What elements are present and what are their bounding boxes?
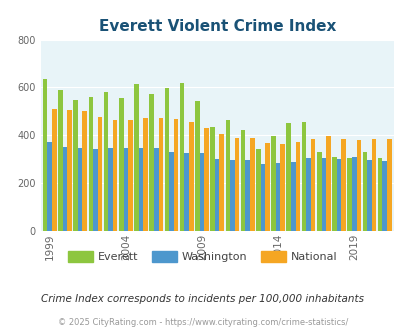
Title: Everett Violent Crime Index: Everett Violent Crime Index xyxy=(98,19,335,34)
Bar xyxy=(386,139,390,231)
Bar xyxy=(356,140,360,231)
Bar xyxy=(119,98,123,231)
Bar xyxy=(225,120,230,231)
Bar xyxy=(336,158,341,231)
Bar xyxy=(295,142,299,231)
Bar xyxy=(179,83,184,231)
Bar xyxy=(331,157,336,231)
Bar xyxy=(93,149,98,231)
Bar xyxy=(199,152,204,231)
Bar xyxy=(362,152,366,231)
Bar xyxy=(67,110,72,231)
Bar xyxy=(341,139,345,231)
Bar xyxy=(382,161,386,231)
Bar xyxy=(82,112,87,231)
Bar xyxy=(310,139,315,231)
Bar xyxy=(134,84,139,231)
Bar xyxy=(366,160,371,231)
Bar xyxy=(347,158,351,231)
Bar xyxy=(321,158,325,231)
Bar xyxy=(275,163,280,231)
Bar xyxy=(219,134,224,231)
Bar xyxy=(240,130,245,231)
Bar xyxy=(43,79,47,231)
Bar xyxy=(113,119,117,231)
Bar xyxy=(184,152,189,231)
Bar xyxy=(123,148,128,231)
Bar xyxy=(301,122,305,231)
Bar xyxy=(280,145,284,231)
Bar xyxy=(139,148,143,231)
Bar xyxy=(173,119,178,231)
Bar xyxy=(158,117,163,231)
Bar xyxy=(47,143,52,231)
Bar xyxy=(143,117,147,231)
Bar xyxy=(316,152,321,231)
Bar xyxy=(153,148,158,231)
Bar xyxy=(62,147,67,231)
Bar xyxy=(149,94,153,231)
Text: © 2025 CityRating.com - https://www.cityrating.com/crime-statistics/: © 2025 CityRating.com - https://www.city… xyxy=(58,318,347,327)
Bar xyxy=(286,123,290,231)
Bar xyxy=(108,148,113,231)
Bar xyxy=(325,137,330,231)
Bar xyxy=(98,117,102,231)
Bar xyxy=(128,120,132,231)
Bar xyxy=(290,162,295,231)
Bar xyxy=(52,110,56,231)
Bar xyxy=(230,160,234,231)
Bar xyxy=(234,138,239,231)
Bar xyxy=(58,90,62,231)
Bar xyxy=(377,158,382,231)
Bar xyxy=(214,159,219,231)
Bar xyxy=(245,160,249,231)
Bar xyxy=(256,149,260,231)
Bar xyxy=(260,164,264,231)
Bar xyxy=(88,97,93,231)
Bar xyxy=(351,157,356,231)
Legend: Everett, Washington, National: Everett, Washington, National xyxy=(64,247,341,267)
Bar xyxy=(264,143,269,231)
Bar xyxy=(169,151,173,231)
Bar xyxy=(73,100,78,231)
Bar xyxy=(210,127,214,231)
Bar xyxy=(249,138,254,231)
Bar xyxy=(371,139,375,231)
Bar xyxy=(271,136,275,231)
Bar xyxy=(104,92,108,231)
Bar xyxy=(204,128,208,231)
Bar xyxy=(78,148,82,231)
Bar xyxy=(305,158,310,231)
Bar xyxy=(189,122,193,231)
Bar xyxy=(164,88,169,231)
Text: Crime Index corresponds to incidents per 100,000 inhabitants: Crime Index corresponds to incidents per… xyxy=(41,294,364,304)
Bar xyxy=(195,101,199,231)
